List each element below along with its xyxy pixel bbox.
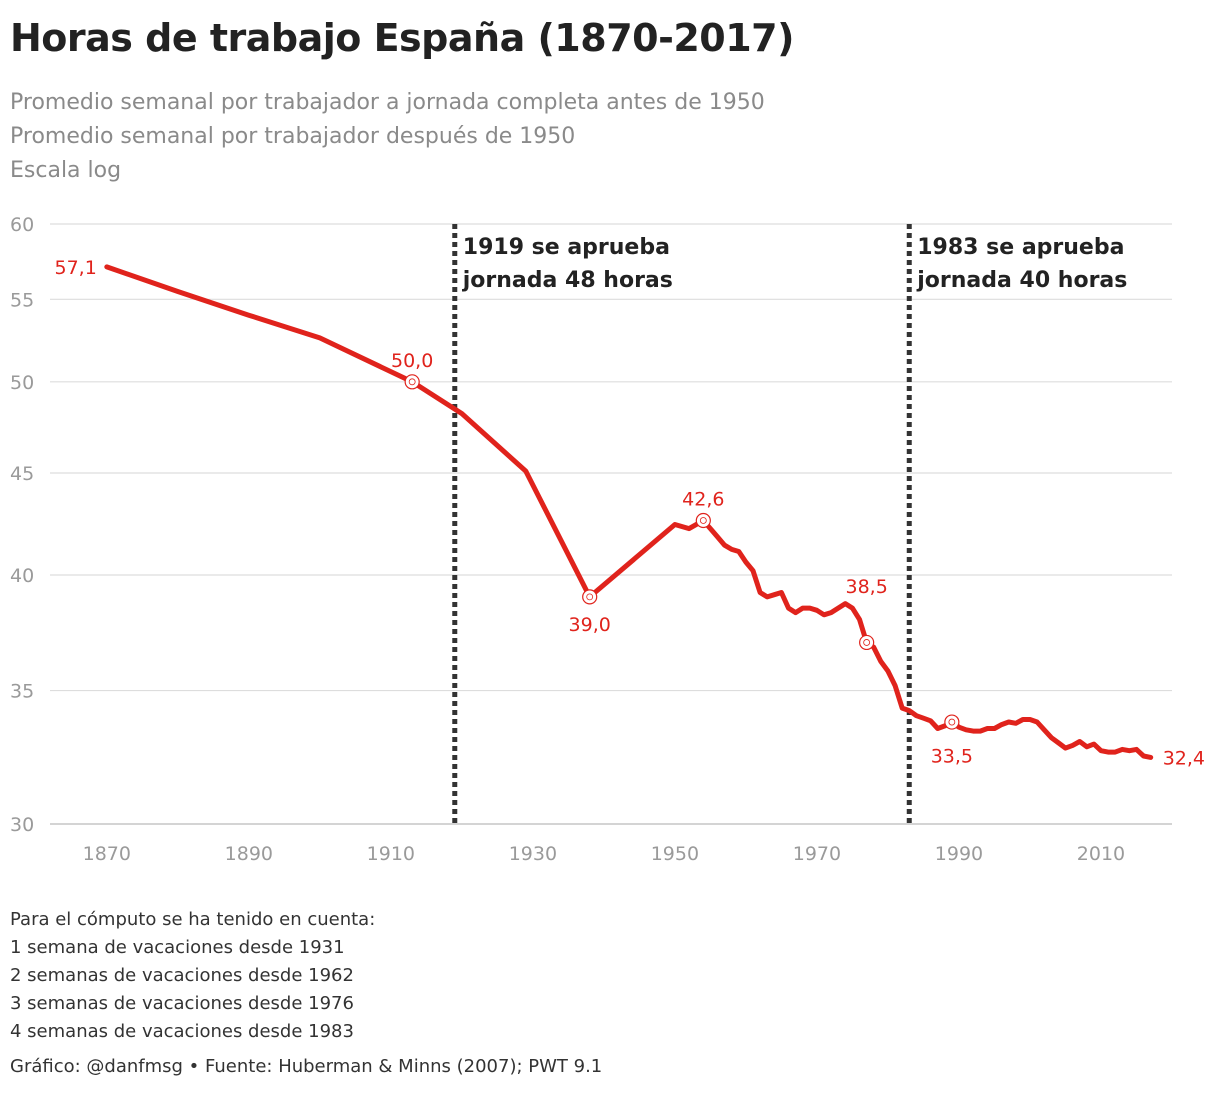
notes-item: 4 semanas de vacaciones desde 1983 (10, 1021, 354, 1042)
data-label: 32,4 (1163, 747, 1205, 769)
x-tick-label: 1950 (651, 843, 699, 865)
data-point-marker (944, 714, 960, 730)
annotation-text: jornada 48 horas (462, 268, 673, 293)
notes-item: 1 semana de vacaciones desde 1931 (10, 937, 345, 958)
annotation-layer: 1919 se aprueba jornada 48 horas 1983 se a… (452, 224, 1127, 824)
data-point-marker-inner (863, 639, 871, 646)
data-point-marker (695, 512, 711, 529)
series-line (104, 264, 1154, 760)
data-label: 42,6 (682, 488, 724, 510)
x-tick-label: 1910 (367, 843, 415, 865)
data-label: 39,0 (569, 614, 611, 636)
annotation-text: 1983 se aprueba (917, 235, 1124, 260)
chart-subtitle-3: Escala log (10, 158, 122, 183)
data-label: 57,1 (54, 257, 96, 279)
data-point-marker-inner (408, 378, 416, 386)
data-label: 50,0 (391, 350, 433, 372)
data-label: 33,5 (931, 745, 973, 767)
annotation-text: 1919 se aprueba (463, 235, 670, 260)
data-point-marker (859, 634, 875, 651)
data-label: 38,5 (845, 576, 887, 598)
notes-item: 2 semanas de vacaciones desde 1962 (10, 965, 354, 986)
x-tick-label: 1970 (793, 843, 841, 865)
y-tick-label: 60 (10, 214, 34, 236)
annotation-text: jornada 40 horas (916, 268, 1127, 293)
data-point-marker-inner (699, 517, 707, 524)
y-tick-label: 40 (10, 565, 34, 587)
y-tick-label: 55 (10, 289, 34, 311)
data-point-marker (404, 374, 420, 390)
label-layer: 57,1 50,0 39,0 42,6 38,5 33,5 32,4 (54, 257, 1205, 769)
grid-layer: 30 35 40 45 50 55 60 1870 1890 1910 1930 1950 1970 19… (10, 214, 1172, 865)
notes: Para el cómputo se ha tenido en cuenta: … (10, 906, 375, 1046)
x-tick-label: 1990 (935, 843, 983, 865)
source-credit: Gráfico: @danfmsg • Fuente: Huberman & M… (10, 1056, 603, 1077)
x-tick-label: 2010 (1077, 843, 1125, 865)
y-tick-label: 50 (10, 372, 34, 394)
notes-heading: Para el cómputo se ha tenido en cuenta: (10, 909, 376, 930)
data-point-marker-inner (948, 718, 956, 726)
x-tick-label: 1890 (225, 843, 273, 865)
x-tick-label: 1930 (509, 843, 557, 865)
chart-subtitle-1: Promedio semanal por trabajador a jornad… (10, 90, 765, 115)
y-tick-label: 35 (10, 681, 34, 703)
notes-item: 3 semanas de vacaciones desde 1976 (10, 993, 354, 1014)
y-tick-label: 45 (10, 463, 34, 485)
data-point-marker (582, 589, 598, 605)
data-point-marker-inner (586, 593, 594, 601)
chart-title: Horas de trabajo España (1870-2017) (10, 16, 794, 60)
line-chart: 30 35 40 45 50 55 60 1870 1890 1910 1930 1950 1970 19… (10, 214, 1205, 865)
y-tick-label: 30 (10, 814, 34, 836)
line-layer (104, 264, 1154, 760)
x-tick-label: 1870 (83, 843, 131, 865)
chart-subtitle-2: Promedio semanal por trabajador después … (10, 124, 576, 149)
